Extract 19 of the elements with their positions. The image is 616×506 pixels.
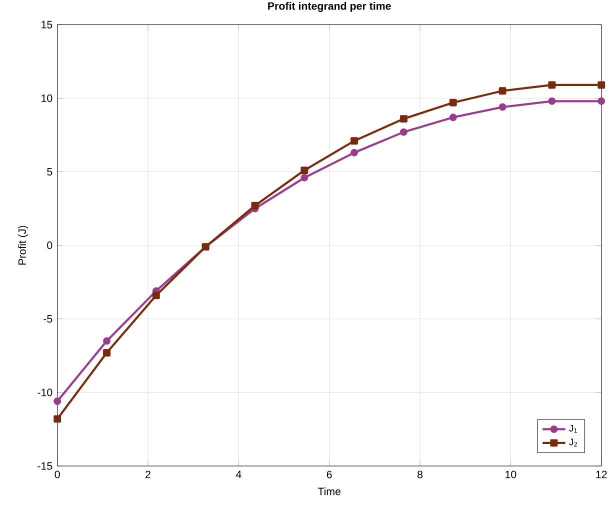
y-axis-title: Profit (J) — [18, 226, 28, 265]
x-tick-label: 4 — [236, 470, 242, 478]
chart-title: Profit integrand per time — [268, 2, 391, 12]
y-tick-label: -15 — [38, 462, 52, 470]
y-tick-label: -10 — [38, 388, 52, 396]
y-tick-label: 0 — [47, 242, 52, 250]
y-tick-label: 10 — [42, 94, 52, 102]
x-tick-label: 2 — [146, 470, 150, 478]
x-tick-label: 0 — [54, 470, 60, 478]
x-axis-title: Time — [318, 487, 341, 496]
x-tick-label: 12 — [596, 470, 607, 478]
x-tick-label: 8 — [418, 470, 422, 478]
y-tick-label: 5 — [47, 168, 52, 176]
x-tick-label: 10 — [506, 470, 516, 478]
x-tick-label: 6 — [326, 470, 332, 478]
legend-label: J$_{2}$ — [569, 438, 578, 447]
y-tick-label: 15 — [42, 20, 52, 28]
legend-label: J$_{1}$ — [569, 424, 578, 433]
y-tick-label: -5 — [44, 315, 52, 323]
